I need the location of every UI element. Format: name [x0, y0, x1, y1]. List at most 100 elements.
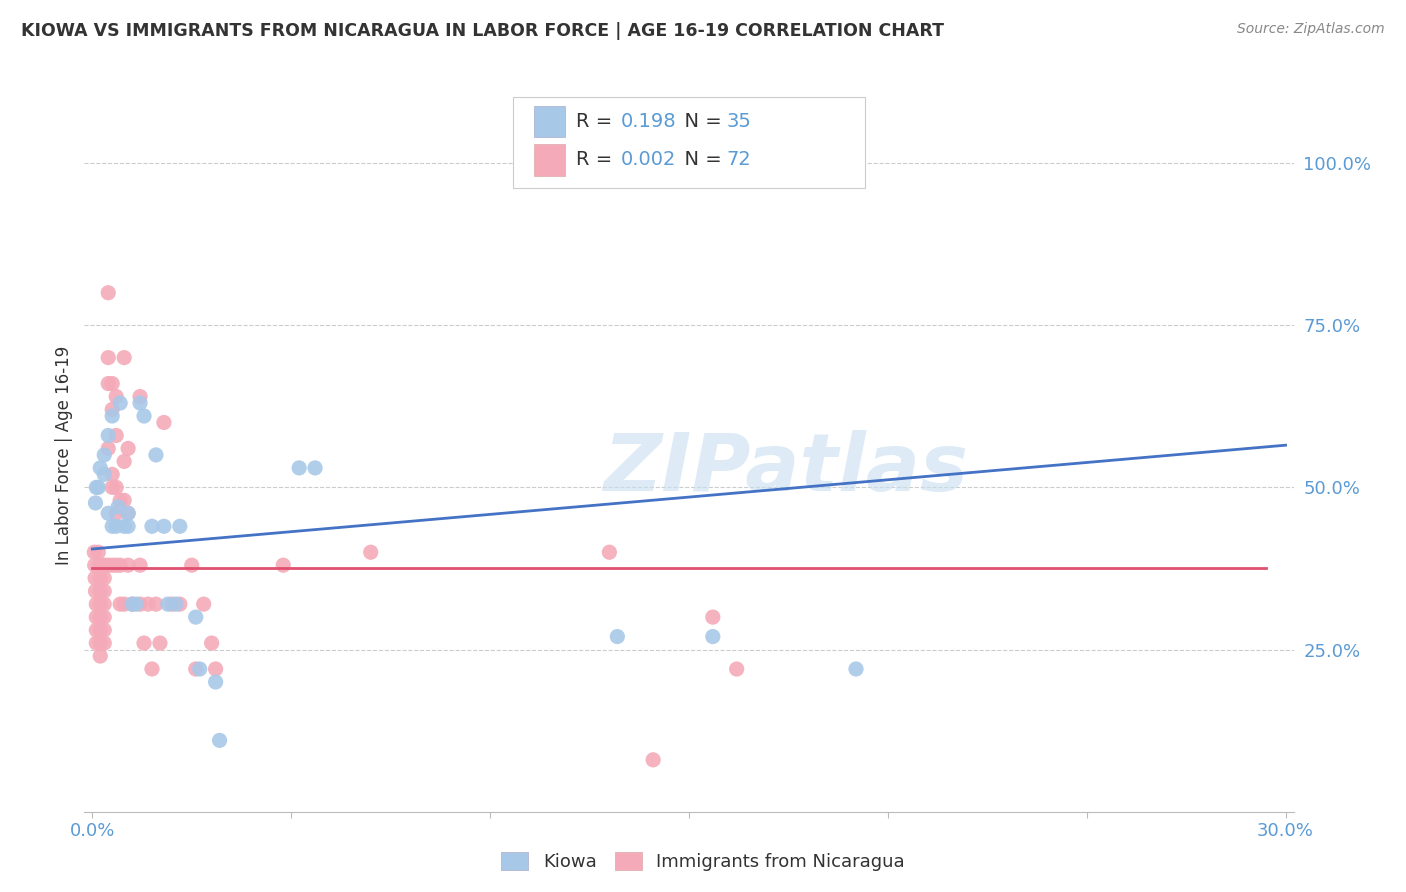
Point — [84, 610, 107, 624]
Point — [101, 402, 124, 417]
Point — [129, 390, 152, 404]
Point — [93, 558, 115, 573]
Point — [84, 636, 107, 650]
Point — [93, 448, 115, 462]
Point — [101, 409, 124, 423]
Point — [184, 662, 207, 676]
Point — [108, 558, 131, 573]
Point — [83, 545, 105, 559]
Point — [145, 597, 167, 611]
Point — [97, 376, 120, 391]
Point — [117, 506, 139, 520]
Point — [360, 545, 382, 559]
Point — [93, 584, 115, 599]
Point — [117, 442, 139, 456]
Point — [141, 519, 163, 533]
Point — [83, 558, 105, 573]
Point — [87, 545, 110, 559]
Y-axis label: In Labor Force | Age 16-19: In Labor Force | Age 16-19 — [55, 345, 73, 565]
Point — [108, 396, 131, 410]
Point — [89, 597, 111, 611]
Point — [107, 500, 129, 514]
Point — [598, 545, 620, 559]
Point — [606, 630, 628, 644]
Point — [93, 571, 115, 585]
Point — [93, 636, 115, 650]
Point — [105, 390, 128, 404]
Point — [288, 461, 311, 475]
Point — [105, 519, 128, 533]
Point — [193, 597, 215, 611]
Point — [169, 519, 191, 533]
Point — [125, 597, 148, 611]
Point — [129, 396, 152, 410]
Point — [101, 467, 124, 482]
Point — [180, 558, 202, 573]
Point — [108, 597, 131, 611]
Text: 0.198: 0.198 — [621, 112, 676, 131]
Text: R =: R = — [576, 151, 619, 169]
Point — [97, 285, 120, 300]
Point — [112, 519, 135, 533]
Text: 0.002: 0.002 — [621, 151, 676, 169]
Point — [208, 733, 231, 747]
Point — [97, 428, 120, 442]
Point — [136, 597, 159, 611]
Text: Source: ZipAtlas.com: Source: ZipAtlas.com — [1237, 22, 1385, 37]
Point — [89, 584, 111, 599]
Point — [112, 597, 135, 611]
Point — [89, 461, 111, 475]
Point — [117, 519, 139, 533]
Point — [105, 428, 128, 442]
Point — [89, 636, 111, 650]
Point — [105, 506, 128, 520]
Point — [132, 636, 155, 650]
Point — [121, 597, 143, 611]
Point — [112, 493, 135, 508]
Point — [101, 376, 124, 391]
Point — [97, 558, 120, 573]
Text: N =: N = — [672, 151, 727, 169]
Point — [93, 467, 115, 482]
Point — [153, 416, 176, 430]
Point — [121, 597, 143, 611]
Point — [101, 558, 124, 573]
Point — [101, 480, 124, 494]
Point — [117, 558, 139, 573]
Point — [702, 630, 724, 644]
Point — [702, 610, 724, 624]
Point — [149, 636, 172, 650]
Point — [132, 409, 155, 423]
Point — [93, 623, 115, 637]
Point — [201, 636, 224, 650]
Point — [101, 519, 124, 533]
Point — [89, 558, 111, 573]
Point — [97, 351, 120, 365]
Point — [97, 442, 120, 456]
Point — [156, 597, 179, 611]
Text: N =: N = — [672, 112, 727, 131]
Point — [725, 662, 748, 676]
Point — [93, 610, 115, 624]
Point — [89, 648, 111, 663]
Point — [87, 480, 110, 494]
Point — [165, 597, 187, 611]
Point — [160, 597, 183, 611]
Point — [89, 623, 111, 637]
Point — [97, 506, 120, 520]
Point — [105, 558, 128, 573]
Point — [643, 753, 665, 767]
Point — [84, 571, 107, 585]
Point — [89, 571, 111, 585]
Point — [84, 480, 107, 494]
Point — [184, 610, 207, 624]
Point — [188, 662, 211, 676]
Text: R =: R = — [576, 112, 619, 131]
Point — [105, 480, 128, 494]
Point — [84, 496, 107, 510]
Text: ZIPatlas: ZIPatlas — [603, 430, 969, 508]
Text: 35: 35 — [727, 112, 751, 131]
Point — [108, 493, 131, 508]
Point — [89, 610, 111, 624]
Point — [84, 623, 107, 637]
